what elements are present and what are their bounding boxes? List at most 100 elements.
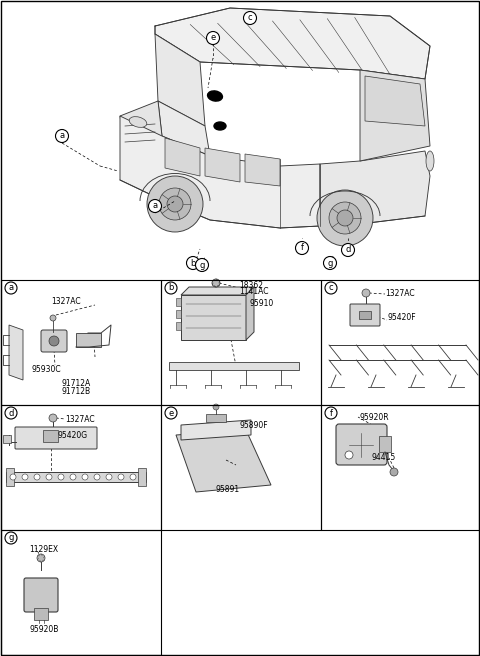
Polygon shape <box>120 116 320 228</box>
Circle shape <box>362 289 370 297</box>
Polygon shape <box>176 430 271 492</box>
Bar <box>34 608 48 620</box>
Text: f: f <box>300 243 303 253</box>
Circle shape <box>50 315 56 321</box>
Circle shape <box>5 407 17 419</box>
Circle shape <box>56 129 69 142</box>
Circle shape <box>195 258 208 272</box>
Circle shape <box>147 176 203 232</box>
Text: 95420G: 95420G <box>57 432 87 440</box>
Text: f: f <box>329 409 333 417</box>
Text: a: a <box>60 131 65 140</box>
Circle shape <box>165 407 177 419</box>
Polygon shape <box>365 76 425 126</box>
Text: 1141AC: 1141AC <box>239 287 268 297</box>
Text: a: a <box>153 201 157 211</box>
Circle shape <box>49 336 59 346</box>
Text: 95920R: 95920R <box>359 413 389 422</box>
Bar <box>1 405 161 530</box>
Circle shape <box>187 256 200 270</box>
Text: 95930C: 95930C <box>31 365 60 373</box>
Circle shape <box>296 241 309 255</box>
Circle shape <box>148 199 161 213</box>
Circle shape <box>58 474 64 480</box>
Text: c: c <box>329 283 333 293</box>
Text: e: e <box>168 409 174 417</box>
Text: c: c <box>248 14 252 22</box>
Text: b: b <box>168 283 174 293</box>
Polygon shape <box>120 101 162 151</box>
Polygon shape <box>360 70 430 161</box>
FancyBboxPatch shape <box>15 427 97 449</box>
Circle shape <box>130 474 136 480</box>
Text: d: d <box>345 245 351 255</box>
Bar <box>169 362 299 370</box>
Circle shape <box>118 474 124 480</box>
Text: g: g <box>199 260 204 270</box>
Text: e: e <box>210 33 216 43</box>
Bar <box>181 295 246 340</box>
Text: d: d <box>8 409 14 417</box>
Text: 91712A: 91712A <box>61 379 90 388</box>
Circle shape <box>324 256 336 270</box>
Bar <box>161 280 321 405</box>
Circle shape <box>37 554 45 562</box>
Circle shape <box>5 532 17 544</box>
Text: 1129EX: 1129EX <box>29 546 58 554</box>
Circle shape <box>390 468 398 476</box>
Polygon shape <box>181 287 254 295</box>
Circle shape <box>165 282 177 294</box>
FancyBboxPatch shape <box>336 424 387 465</box>
Text: 95920B: 95920B <box>29 626 59 634</box>
Polygon shape <box>181 420 251 440</box>
Polygon shape <box>155 34 205 126</box>
Circle shape <box>341 243 355 256</box>
Polygon shape <box>165 138 200 176</box>
Bar <box>176 310 181 318</box>
Circle shape <box>34 474 40 480</box>
Circle shape <box>243 12 256 24</box>
Polygon shape <box>320 151 430 226</box>
FancyBboxPatch shape <box>41 330 67 352</box>
Bar <box>321 280 479 405</box>
Bar <box>1 530 161 655</box>
Bar <box>206 414 226 422</box>
Circle shape <box>337 210 353 226</box>
Text: a: a <box>9 283 13 293</box>
Bar <box>359 311 371 319</box>
Circle shape <box>70 474 76 480</box>
Ellipse shape <box>207 91 222 101</box>
Polygon shape <box>76 333 101 347</box>
Circle shape <box>212 279 220 287</box>
Circle shape <box>46 474 52 480</box>
Text: 95420F: 95420F <box>387 314 416 323</box>
Bar <box>161 405 321 530</box>
Ellipse shape <box>129 117 147 127</box>
Circle shape <box>345 451 353 459</box>
Bar <box>6 472 146 482</box>
Ellipse shape <box>426 151 434 171</box>
Text: 1327AC: 1327AC <box>385 289 415 298</box>
Bar <box>43 430 58 442</box>
Circle shape <box>317 190 373 246</box>
Text: 1327AC: 1327AC <box>65 415 95 424</box>
Circle shape <box>329 202 361 234</box>
Circle shape <box>159 188 191 220</box>
Bar <box>176 322 181 330</box>
Circle shape <box>106 474 112 480</box>
Bar <box>176 298 181 306</box>
Text: 94415: 94415 <box>371 453 395 462</box>
Polygon shape <box>158 101 210 156</box>
Circle shape <box>167 196 183 212</box>
Circle shape <box>22 474 28 480</box>
Text: b: b <box>190 258 196 268</box>
Polygon shape <box>245 154 280 186</box>
FancyBboxPatch shape <box>350 304 380 326</box>
Text: 95890F: 95890F <box>239 420 268 430</box>
Bar <box>6 468 14 486</box>
Text: g: g <box>327 258 333 268</box>
Polygon shape <box>155 8 430 79</box>
Text: g: g <box>8 533 14 543</box>
Bar <box>3 435 11 443</box>
Ellipse shape <box>214 122 226 130</box>
